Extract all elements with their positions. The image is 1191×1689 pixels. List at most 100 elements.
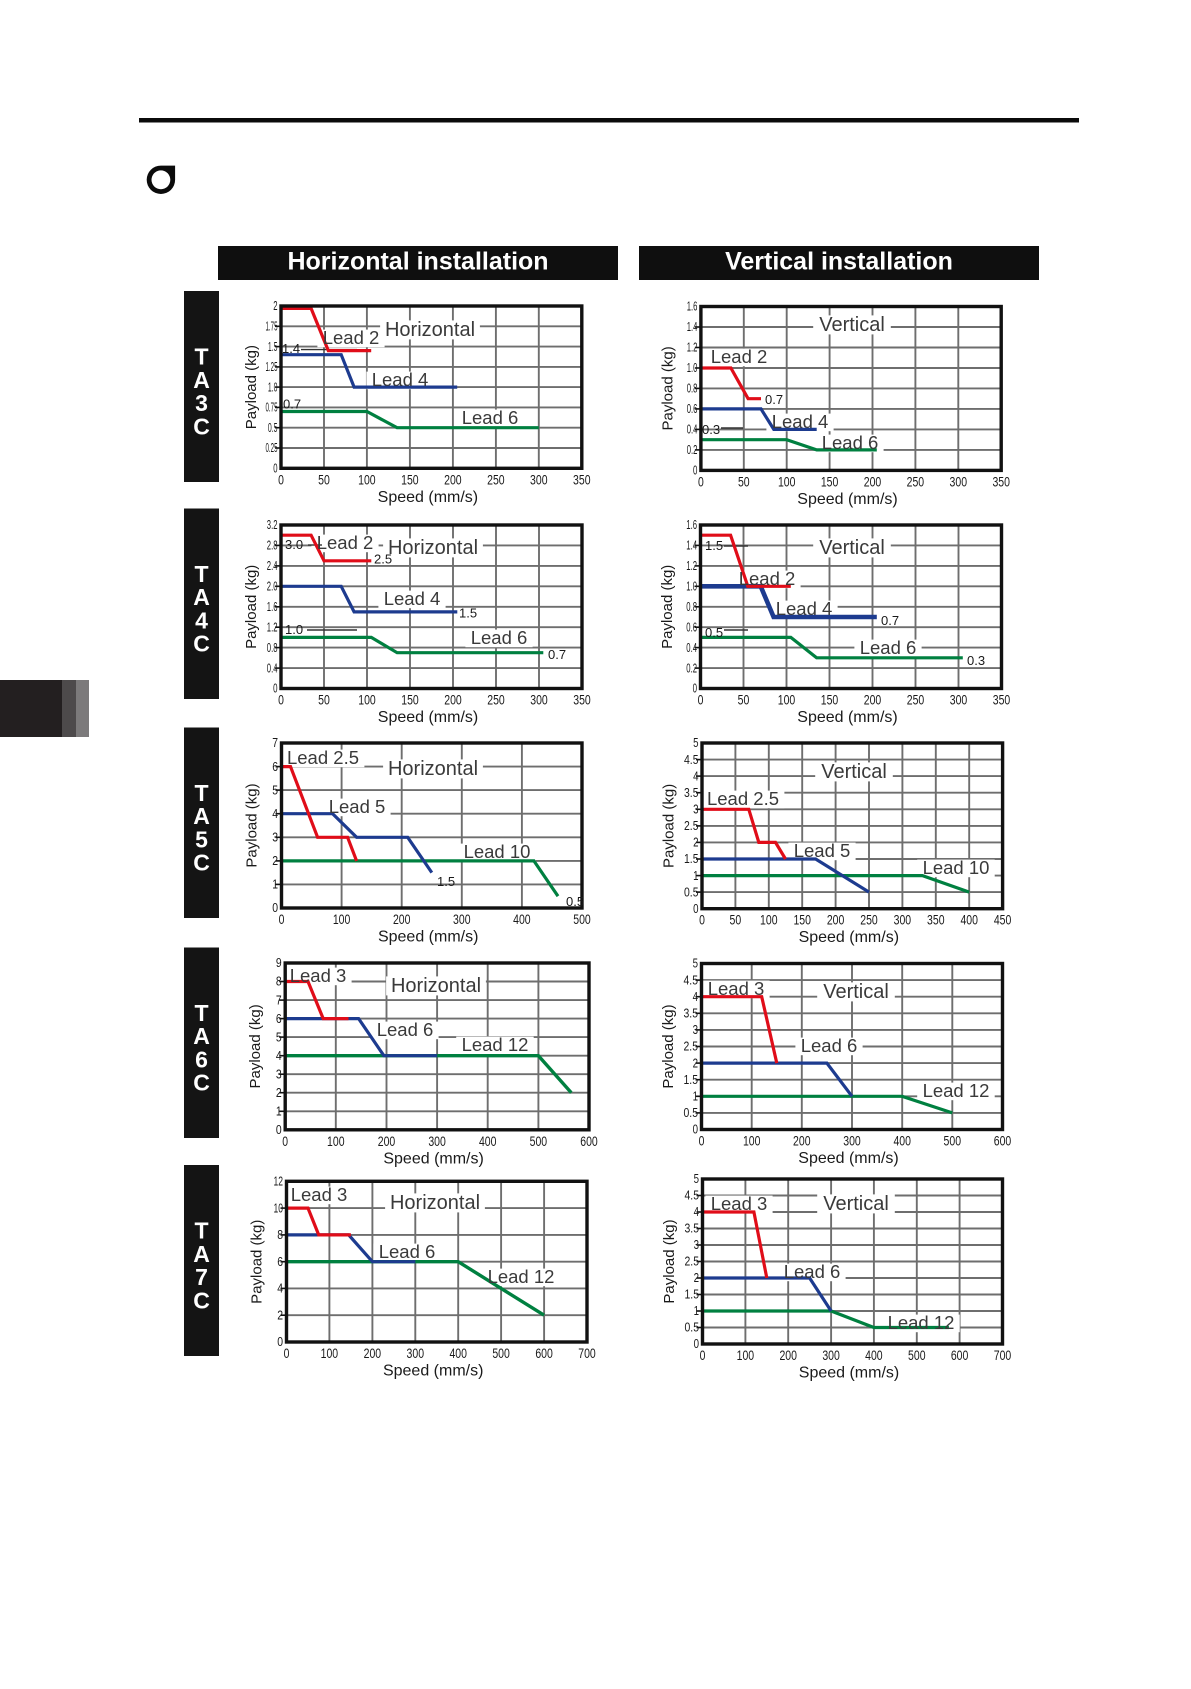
svg-text:1.5: 1.5 <box>685 1287 700 1302</box>
svg-text:0.7: 0.7 <box>765 392 783 407</box>
svg-text:Lead 2: Lead 2 <box>739 568 796 589</box>
svg-text:0: 0 <box>693 901 698 916</box>
svg-text:350: 350 <box>573 471 591 487</box>
svg-text:400: 400 <box>449 1345 467 1361</box>
svg-text:4: 4 <box>693 989 698 1004</box>
svg-text:0.5: 0.5 <box>684 1105 699 1120</box>
svg-text:Lead 6: Lead 6 <box>377 1019 434 1040</box>
svg-text:350: 350 <box>992 473 1010 489</box>
svg-text:Speed (mm/s): Speed (mm/s) <box>798 1150 898 1167</box>
svg-text:Lead 6: Lead 6 <box>379 1241 436 1262</box>
svg-text:500: 500 <box>908 1347 926 1363</box>
svg-text:Payload (kg): Payload (kg) <box>661 1219 678 1303</box>
svg-text:50: 50 <box>738 473 750 489</box>
svg-text:50: 50 <box>730 912 742 928</box>
svg-text:600: 600 <box>994 1133 1012 1149</box>
svg-text:600: 600 <box>535 1345 553 1361</box>
svg-text:7: 7 <box>195 1264 208 1290</box>
svg-text:700: 700 <box>578 1345 596 1361</box>
svg-text:3.5: 3.5 <box>684 785 699 800</box>
svg-text:300: 300 <box>453 911 471 927</box>
svg-text:600: 600 <box>951 1347 969 1363</box>
svg-text:200: 200 <box>444 471 462 487</box>
svg-text:Lead 12: Lead 12 <box>462 1034 529 1055</box>
svg-text:Payload (kg): Payload (kg) <box>661 784 678 868</box>
svg-text:200: 200 <box>864 692 882 708</box>
svg-text:100: 100 <box>321 1345 339 1361</box>
svg-text:100: 100 <box>743 1133 761 1149</box>
svg-text:300: 300 <box>843 1133 861 1149</box>
svg-text:150: 150 <box>821 692 839 708</box>
svg-text:Lead 4: Lead 4 <box>776 598 833 619</box>
svg-text:Lead 6: Lead 6 <box>822 432 879 453</box>
svg-text:1.25: 1.25 <box>266 359 278 374</box>
svg-text:Lead 6: Lead 6 <box>784 1261 841 1282</box>
svg-text:250: 250 <box>487 692 505 708</box>
svg-text:1.4: 1.4 <box>282 341 300 356</box>
svg-text:0.4: 0.4 <box>687 422 698 437</box>
svg-text:0: 0 <box>273 461 277 476</box>
svg-text:Lead 6: Lead 6 <box>860 637 917 658</box>
svg-text:3.5: 3.5 <box>685 1221 700 1236</box>
svg-text:1.2: 1.2 <box>267 619 278 634</box>
svg-text:100: 100 <box>358 692 376 708</box>
svg-text:Payload (kg): Payload (kg) <box>247 1004 264 1088</box>
svg-text:Lead 10: Lead 10 <box>923 857 990 878</box>
svg-text:200: 200 <box>444 692 462 708</box>
svg-text:350: 350 <box>573 692 591 708</box>
svg-text:350: 350 <box>993 692 1011 708</box>
svg-text:100: 100 <box>333 911 351 927</box>
svg-text:0.5: 0.5 <box>268 420 278 435</box>
svg-text:0.25: 0.25 <box>266 440 278 455</box>
svg-text:4: 4 <box>694 1204 699 1219</box>
svg-text:400: 400 <box>960 912 978 928</box>
svg-text:0.8: 0.8 <box>686 599 697 614</box>
svg-text:0: 0 <box>282 1133 288 1149</box>
svg-text:3: 3 <box>276 1066 282 1081</box>
svg-text:Lead 10: Lead 10 <box>464 841 531 862</box>
svg-text:Lead 3: Lead 3 <box>291 1184 348 1205</box>
svg-text:Lead 2: Lead 2 <box>323 327 380 348</box>
svg-text:Lead 3: Lead 3 <box>290 965 347 986</box>
svg-text:1.2: 1.2 <box>687 340 698 355</box>
svg-text:Horizontal: Horizontal <box>388 758 478 780</box>
svg-text:5: 5 <box>276 1029 282 1044</box>
svg-text:Lead 5: Lead 5 <box>329 796 386 817</box>
svg-text:300: 300 <box>428 1133 446 1149</box>
svg-text:Lead 2.5: Lead 2.5 <box>707 788 779 809</box>
svg-text:Speed (mm/s): Speed (mm/s) <box>383 1363 483 1380</box>
svg-text:200: 200 <box>827 912 845 928</box>
svg-text:0.4: 0.4 <box>267 660 278 675</box>
svg-text:A: A <box>193 584 210 610</box>
svg-text:300: 300 <box>407 1345 425 1361</box>
svg-text:6: 6 <box>195 1046 208 1072</box>
svg-text:Lead 12: Lead 12 <box>888 1312 955 1333</box>
svg-text:250: 250 <box>907 473 925 489</box>
svg-text:200: 200 <box>378 1133 396 1149</box>
svg-text:4.5: 4.5 <box>684 752 699 767</box>
svg-text:1.4: 1.4 <box>686 538 697 553</box>
svg-text:300: 300 <box>950 473 968 489</box>
svg-text:9: 9 <box>276 955 282 970</box>
svg-text:100: 100 <box>737 1347 755 1363</box>
svg-text:4: 4 <box>276 1048 282 1063</box>
svg-text:0: 0 <box>694 1336 699 1351</box>
svg-text:T: T <box>194 1218 208 1244</box>
svg-text:2: 2 <box>277 1307 283 1322</box>
svg-text:4.5: 4.5 <box>684 972 699 987</box>
svg-text:Lead 4: Lead 4 <box>384 588 441 609</box>
svg-text:Speed (mm/s): Speed (mm/s) <box>383 1150 483 1167</box>
svg-text:3: 3 <box>694 1237 699 1252</box>
svg-text:500: 500 <box>492 1345 510 1361</box>
svg-text:0: 0 <box>278 692 284 708</box>
svg-text:Lead 4: Lead 4 <box>372 369 429 390</box>
svg-text:200: 200 <box>364 1345 382 1361</box>
svg-text:10: 10 <box>274 1200 284 1215</box>
svg-text:0.5: 0.5 <box>685 1320 700 1335</box>
svg-text:Payload (kg): Payload (kg) <box>659 346 676 430</box>
svg-text:200: 200 <box>779 1347 797 1363</box>
svg-text:T: T <box>194 561 208 587</box>
svg-text:150: 150 <box>821 473 839 489</box>
svg-text:0: 0 <box>698 473 704 489</box>
svg-text:8: 8 <box>276 974 282 989</box>
